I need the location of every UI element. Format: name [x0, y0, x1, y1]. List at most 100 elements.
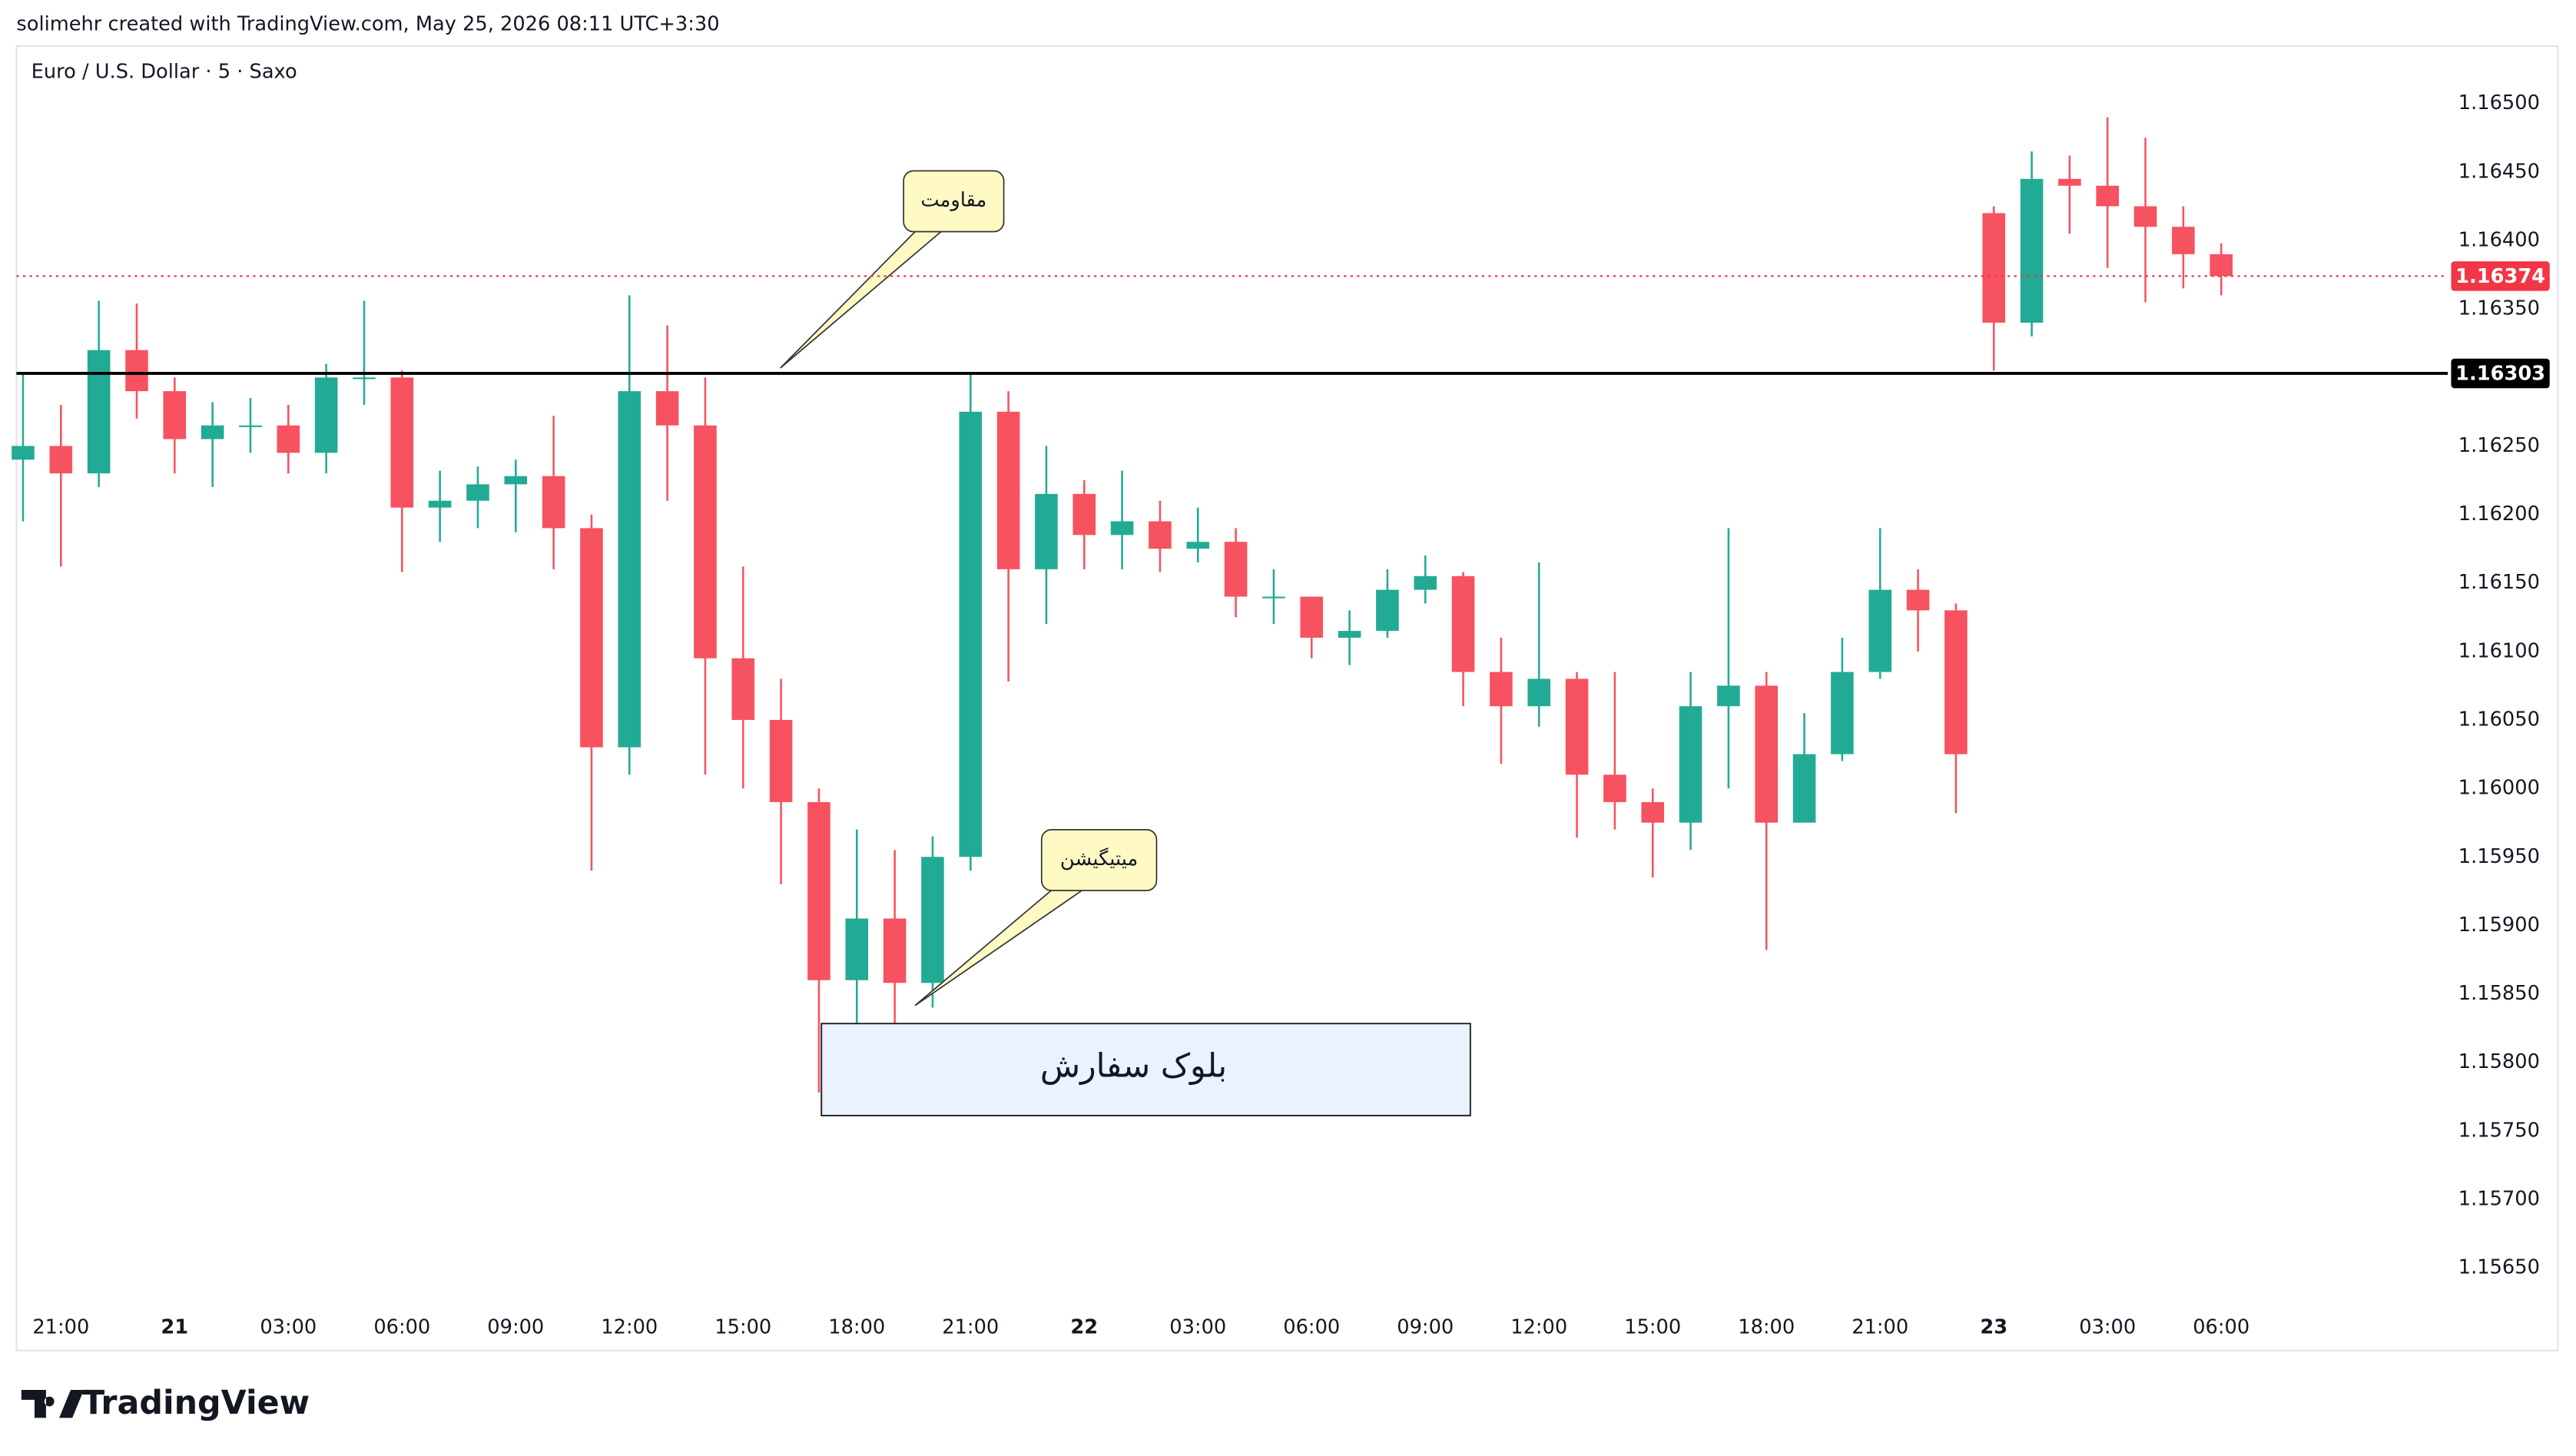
- callout-box: [1040, 829, 1158, 891]
- candle-body: [2096, 185, 2120, 207]
- candle-body: [1149, 521, 1172, 549]
- candle-body: [201, 425, 224, 439]
- candle-body: [2020, 178, 2044, 323]
- candle-body: [87, 350, 111, 474]
- candle-body: [845, 918, 869, 980]
- candle-body: [655, 391, 679, 426]
- y-tick-label: 1.16450: [2458, 160, 2540, 183]
- x-tick-label: 21:00: [1852, 1315, 1908, 1338]
- plot: [12, 102, 2458, 1269]
- candle-body: [125, 350, 148, 392]
- price-label-box: [2451, 261, 2550, 291]
- candle-body: [1073, 493, 1096, 536]
- callout-box: [903, 170, 1005, 233]
- candle-body: [996, 411, 1020, 569]
- y-tick-label: 1.15800: [2458, 1050, 2540, 1073]
- y-tick-label: 1.16500: [2458, 91, 2540, 114]
- candle-body: [1414, 575, 1437, 590]
- candle-body: [12, 446, 35, 460]
- candle-body: [1300, 596, 1324, 638]
- candle-body: [959, 411, 983, 857]
- candle-body: [618, 391, 642, 748]
- candle-body: [49, 446, 73, 474]
- candle-body: [2210, 254, 2233, 277]
- candle-body: [1717, 685, 1740, 707]
- chart-title: Euro / U.S. Dollar · 5 · Saxo: [31, 61, 297, 84]
- candle-body: [1755, 685, 1779, 823]
- candle-body: [2172, 227, 2195, 254]
- candle-body: [1565, 678, 1589, 775]
- x-tick-label: 21: [161, 1315, 188, 1338]
- price-label: 1.16303: [2455, 363, 2545, 386]
- candle-body: [314, 377, 338, 453]
- x-tick-label: 03:00: [1169, 1315, 1226, 1338]
- candle-body: [1868, 589, 1892, 672]
- candle-body: [1641, 801, 1665, 823]
- y-tick-label: 1.16250: [2458, 434, 2540, 457]
- x-tick-label: 09:00: [487, 1315, 544, 1338]
- candle-body: [1906, 589, 1930, 611]
- y-tick-label: 1.15850: [2458, 982, 2540, 1005]
- candle-body: [1831, 672, 1854, 755]
- candle-body: [1451, 575, 1475, 672]
- annotation: مقاومت: [920, 188, 986, 211]
- candle-body: [428, 500, 452, 508]
- x-tick-label: 09:00: [1397, 1315, 1454, 1338]
- candle-body: [1982, 213, 2006, 323]
- candle-body: [1792, 754, 1816, 823]
- x-tick-label: 06:00: [1283, 1315, 1340, 1338]
- x-tick-label: 03:00: [260, 1315, 317, 1338]
- y-tick-label: 1.16400: [2458, 229, 2540, 252]
- price-label: 1.16374: [2455, 265, 2545, 288]
- candle-body: [1186, 542, 1210, 549]
- annotation: بلوک سفارش: [1040, 1046, 1227, 1085]
- candle-body: [580, 528, 603, 748]
- candle-body: [390, 377, 414, 508]
- x-tick-label: 21:00: [942, 1315, 999, 1338]
- y-tick-label: 1.16100: [2458, 639, 2540, 662]
- x-tick-label: 12:00: [1510, 1315, 1567, 1338]
- candle-body: [1338, 631, 1361, 638]
- x-tick-label: 23: [1980, 1315, 2007, 1338]
- candle-body: [466, 484, 489, 501]
- y-tick-label: 1.15900: [2458, 914, 2540, 937]
- y-tick-label: 1.15950: [2458, 845, 2540, 868]
- x-tick-label: 03:00: [2079, 1315, 2136, 1338]
- x-tick-label: 18:00: [828, 1315, 885, 1338]
- logo: TradingView: [21, 1384, 310, 1422]
- x-tick-label: 15:00: [1624, 1315, 1681, 1338]
- chart-frame: [15, 45, 2559, 1352]
- candle-body: [1224, 542, 1248, 597]
- candle-body: [1944, 610, 1968, 755]
- x-tick-label: 18:00: [1738, 1315, 1795, 1338]
- candle-body: [163, 391, 187, 439]
- x-tick-label: 15:00: [714, 1315, 771, 1338]
- y-tick-label: 1.16000: [2458, 777, 2540, 800]
- annotation: میتیگیشن: [1060, 847, 1138, 871]
- y-tick-label: 1.15750: [2458, 1119, 2540, 1142]
- candle-body: [731, 658, 755, 720]
- header: solimehr created with TradingView.com, M…: [16, 13, 719, 36]
- candle-body: [807, 801, 830, 980]
- x-tick-label: 22: [1070, 1315, 1098, 1338]
- candle-body: [1110, 521, 1134, 536]
- y-tick-label: 1.16350: [2458, 297, 2540, 320]
- candle-body: [694, 425, 717, 658]
- candle-body: [239, 425, 262, 427]
- y-tick-label: 1.16050: [2458, 708, 2540, 731]
- order-block: [821, 1023, 1471, 1116]
- candle-body: [277, 425, 300, 453]
- candle-body: [1376, 589, 1399, 632]
- brand: TradingView: [82, 1384, 310, 1422]
- candle-body: [542, 476, 565, 529]
- price-label-box: [2451, 358, 2550, 389]
- x-tick-label: 21:00: [32, 1315, 89, 1338]
- y-tick-label: 1.15650: [2458, 1256, 2540, 1279]
- candle-body: [2058, 178, 2081, 186]
- y-tick-label: 1.15700: [2458, 1187, 2540, 1210]
- x-tick-label: 06:00: [373, 1315, 430, 1338]
- candle-body: [504, 476, 528, 485]
- x-tick-label: 06:00: [2193, 1315, 2249, 1338]
